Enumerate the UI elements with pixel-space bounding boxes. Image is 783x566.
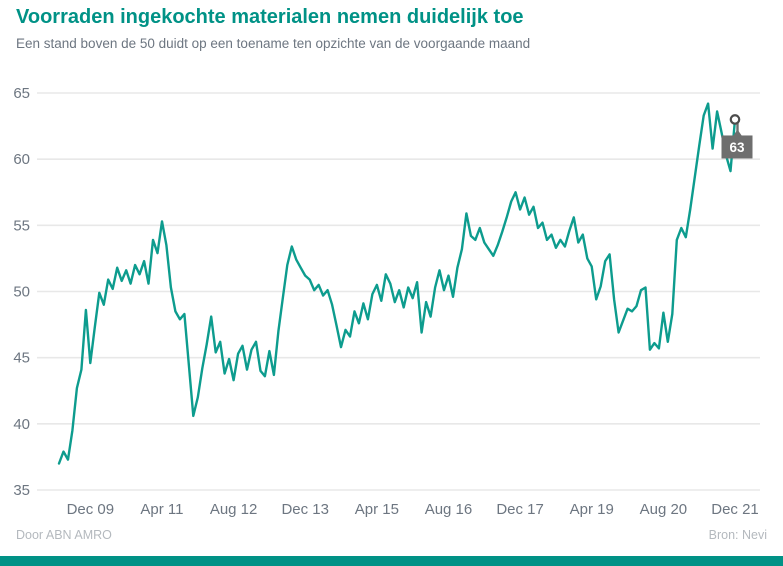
x-axis-label: Aug 20 [640,501,688,518]
chart-footer: Door ABN AMRO Bron: Nevi [16,528,767,542]
x-axis-label: Apr 15 [355,501,399,518]
x-axis-label: Aug 16 [425,501,473,518]
x-axis-label: Dec 21 [711,501,759,518]
end-value-badge-label: 63 [729,140,745,155]
series-line[interactable] [57,102,737,465]
chart-title: Voorraden ingekochte materialen nemen du… [16,6,524,28]
y-axis-label: 45 [13,350,30,367]
x-axis-label: Apr 19 [570,501,614,518]
y-axis-label: 35 [13,482,30,499]
y-axis-label: 40 [13,416,30,433]
y-axis-label: 65 [13,85,30,102]
x-axis-label: Dec 09 [67,501,115,518]
x-axis-label: Dec 17 [496,501,544,518]
x-axis-label: Dec 13 [281,501,329,518]
chart-subtitle: Een stand boven de 50 duidt op een toena… [16,36,531,51]
y-axis-label: 60 [13,151,30,168]
x-axis-label: Aug 12 [210,501,258,518]
brand-bar [0,556,783,566]
y-axis-label: 55 [13,217,30,234]
x-axis-label: Apr 11 [140,501,183,518]
end-value-badge [721,135,753,159]
source-credit: Bron: Nevi [708,528,767,542]
end-marker-circle[interactable] [729,114,741,125]
byline: Door ABN AMRO [16,528,112,542]
y-axis-label: 50 [13,284,30,301]
